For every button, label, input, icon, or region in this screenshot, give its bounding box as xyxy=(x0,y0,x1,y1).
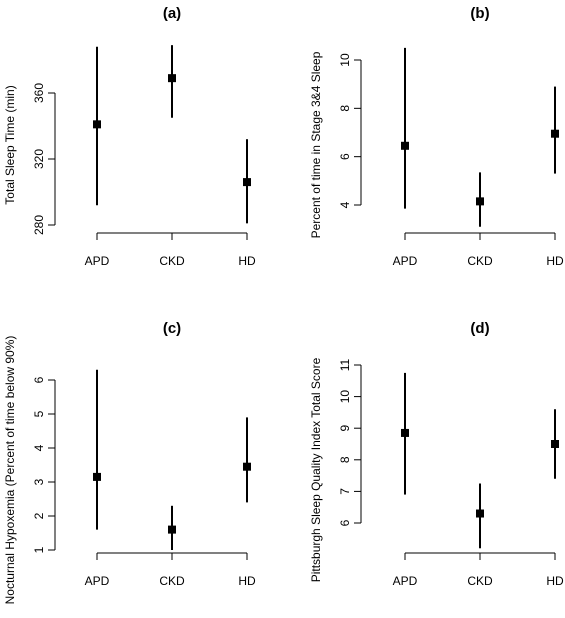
chart-panel: (b) 4 6 8 10 Percent of time in Stage 3&4 Sle… xyxy=(309,5,564,268)
x-tick-label: HD xyxy=(546,574,564,588)
data-point xyxy=(476,197,484,206)
chart-title: (b) xyxy=(470,5,489,22)
data-point xyxy=(168,74,176,83)
y-axis-label: Pittsburgh Sleep Quality Index Total Sco… xyxy=(309,357,323,582)
data-point xyxy=(551,440,559,448)
y-tick-label: 7 xyxy=(338,488,352,495)
y-tick-label: 280 xyxy=(32,215,46,235)
x-tick-label: APD xyxy=(85,574,110,588)
y-tick-label: 360 xyxy=(32,83,46,103)
x-tick-label: HD xyxy=(546,254,564,268)
x-tick-label: CKD xyxy=(467,574,493,588)
chart-title: (d) xyxy=(470,320,489,337)
data-point xyxy=(401,141,409,150)
y-tick-label: 11 xyxy=(338,358,352,371)
data-point xyxy=(243,462,251,471)
data-point xyxy=(551,129,559,138)
chart-panel: (c) 1 2 3 4 5 6 Nocturnal Hypoxemia (Percent of… xyxy=(3,320,256,604)
data-point xyxy=(243,178,251,187)
data-point xyxy=(401,428,409,437)
y-tick-label: 8 xyxy=(338,456,352,463)
x-tick-label: CKD xyxy=(159,254,185,268)
chart-title: (a) xyxy=(163,5,181,22)
y-tick-label: 9 xyxy=(338,425,352,432)
y-tick-label: 10 xyxy=(338,390,352,404)
x-tick-label: APD xyxy=(85,254,110,268)
y-tick-label: 5 xyxy=(32,410,46,417)
x-tick-label: APD xyxy=(393,574,418,588)
y-tick-label: 8 xyxy=(338,105,352,112)
chart-title: (c) xyxy=(163,320,181,337)
x-tick-label: CKD xyxy=(159,574,185,588)
data-point xyxy=(476,509,484,518)
y-axis-label: Percent of time in Stage 3&4 Sleep xyxy=(309,51,323,238)
x-tick-label: CKD xyxy=(467,254,493,268)
x-tick-label: HD xyxy=(238,574,256,588)
chart-panel: (d) 6 7 8 9 10 11 Pittsburgh Sleep Quality Inde… xyxy=(309,320,564,588)
y-tick-label: 6 xyxy=(338,519,352,526)
y-tick-label: 1 xyxy=(32,546,46,553)
y-tick-label: 320 xyxy=(32,149,46,169)
y-tick-label: 2 xyxy=(32,512,46,519)
y-axis-label: Total Sleep Time (min) xyxy=(3,85,17,204)
y-tick-label: 4 xyxy=(338,201,352,208)
y-tick-label: 3 xyxy=(32,478,46,485)
data-point xyxy=(168,525,176,534)
y-axis-label: Nocturnal Hypoxemia (Percent of time bel… xyxy=(3,336,17,605)
data-point xyxy=(93,120,101,129)
y-tick-label: 10 xyxy=(338,53,352,67)
y-tick-label: 4 xyxy=(32,444,46,451)
y-tick-label: 6 xyxy=(338,153,352,160)
y-tick-label: 6 xyxy=(32,376,46,383)
x-tick-label: HD xyxy=(238,254,256,268)
data-point xyxy=(93,472,101,481)
chart-panel: (a) 280 320 360 Total Sleep Time (min) APD CKD… xyxy=(3,5,256,268)
x-tick-label: APD xyxy=(393,254,418,268)
